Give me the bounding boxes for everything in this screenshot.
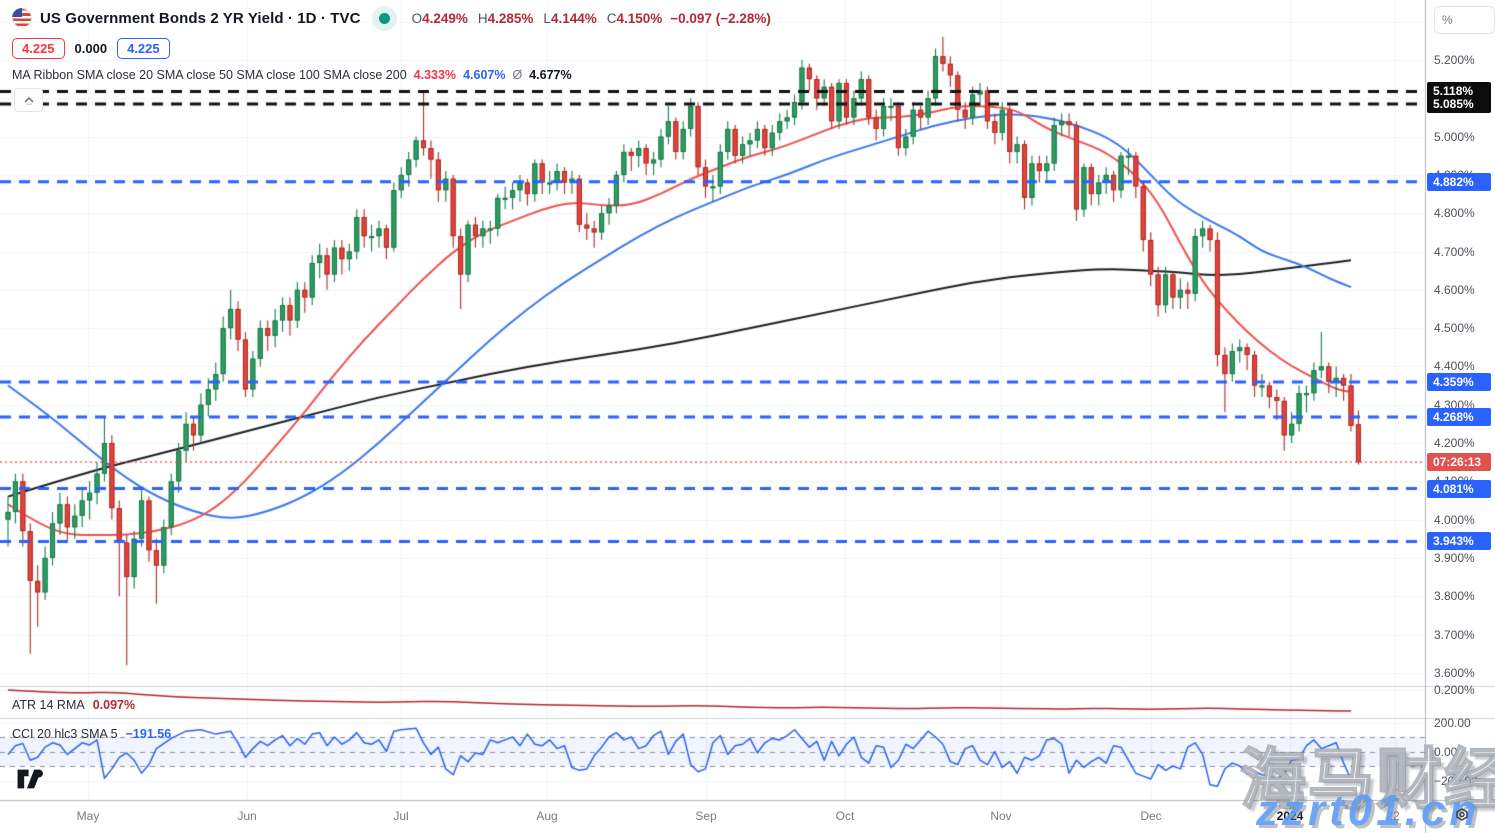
price-axis-label: 0.200% bbox=[1434, 683, 1475, 697]
price-axis-label: 4.500% bbox=[1434, 321, 1475, 336]
price-level-badge[interactable]: 3.943% bbox=[1427, 532, 1491, 551]
price-axis-label: 4.600% bbox=[1434, 282, 1475, 297]
change-value: −0.097 (−2.28%) bbox=[670, 10, 771, 26]
price-axis-label: 4.200% bbox=[1434, 436, 1475, 450]
time-axis-label: Jul bbox=[393, 809, 409, 823]
time-axis-label: Sep bbox=[695, 809, 717, 823]
ma-ribbon-label: MA Ribbon SMA close 20 SMA close 50 SMA … bbox=[12, 68, 407, 82]
price-level-badge[interactable]: 4.359% bbox=[1427, 373, 1491, 392]
price-level-badge[interactable]: 4.268% bbox=[1427, 408, 1491, 426]
price-axis-label: 3.900% bbox=[1434, 550, 1475, 565]
atr-label: ATR 14 RMA bbox=[12, 698, 85, 712]
cci-legend[interactable]: CCI 20 hlc3 SMA 5 −191.56 bbox=[12, 727, 171, 741]
chevron-up-icon bbox=[23, 96, 34, 105]
tradingview-logo[interactable] bbox=[17, 769, 49, 794]
price-tag-red[interactable]: 4.225 bbox=[12, 38, 65, 59]
price-axis-label: −200.00 bbox=[1434, 773, 1478, 788]
time-axis-label: Dec bbox=[1140, 809, 1162, 823]
price-axis-label: 3.800% bbox=[1434, 589, 1475, 604]
price-axis-label: 3.700% bbox=[1434, 627, 1475, 642]
collapse-legend-button[interactable] bbox=[14, 88, 43, 112]
price-tag-row: 4.225 0.000 4.225 bbox=[12, 38, 170, 59]
price-axis-label: 0.00 bbox=[1434, 744, 1458, 759]
ohlc-values: O4.249% H4.285% L4.144% C4.150% bbox=[412, 11, 663, 26]
price-axis-label: 3.600% bbox=[1434, 665, 1475, 680]
axis-settings-button[interactable] bbox=[1452, 806, 1476, 826]
symbol-title[interactable]: US Government Bonds 2 YR Yield · 1D · TV… bbox=[40, 9, 361, 27]
ohlc-item: H4.285% bbox=[477, 10, 534, 26]
time-axis-label: Jun bbox=[237, 809, 257, 823]
sma100-value: Ø bbox=[512, 68, 523, 82]
gear-icon bbox=[1456, 808, 1468, 821]
price-axis-label: 4.700% bbox=[1434, 244, 1475, 259]
atr-value: 0.097% bbox=[92, 698, 136, 712]
time-axis-label: 2024 bbox=[1276, 809, 1304, 823]
sma50-value: 4.607% bbox=[463, 68, 506, 82]
ohlc-item: O4.249% bbox=[411, 10, 468, 26]
ohlc-item: L4.144% bbox=[543, 10, 597, 26]
price-axis-label: 5.200% bbox=[1434, 53, 1475, 67]
market-status-icon[interactable] bbox=[378, 12, 390, 24]
ma-ribbon-legend[interactable]: MA Ribbon SMA close 20 SMA close 50 SMA … bbox=[12, 68, 572, 82]
price-level-badge[interactable]: 4.882% bbox=[1427, 172, 1491, 191]
bar-countdown-badge: 07:26:13 bbox=[1427, 453, 1491, 472]
price-axis-label: 200.00 bbox=[1434, 715, 1471, 730]
time-axis[interactable]: May Jun Jul Aug Sep Oct Nov Dec 2024 22 bbox=[0, 800, 1495, 833]
time-axis-label: Aug bbox=[536, 809, 558, 823]
price-axis-label: 4.000% bbox=[1434, 512, 1475, 527]
us-flag-icon bbox=[12, 8, 32, 28]
time-axis-label: Oct bbox=[835, 809, 855, 823]
price-unit-button[interactable]: % bbox=[1434, 6, 1495, 34]
cci-value: −191.56 bbox=[125, 727, 172, 741]
price-level-badge[interactable]: 5.085% bbox=[1427, 95, 1491, 114]
watermark-url: zzrt01.cn bbox=[1256, 786, 1481, 833]
cci-label: CCI 20 hlc3 SMA 5 bbox=[12, 727, 118, 741]
time-axis-label: May bbox=[76, 809, 100, 823]
price-axis-label: 5.000% bbox=[1434, 129, 1475, 144]
ohlc-item: C4.150% bbox=[606, 10, 663, 26]
watermark-cn: 海马财经 bbox=[1239, 741, 1495, 817]
time-axis-label: Nov bbox=[990, 809, 1012, 823]
symbol-header: US Government Bonds 2 YR Yield · 1D · TV… bbox=[12, 8, 771, 28]
price-tag-blue[interactable]: 4.225 bbox=[117, 38, 170, 59]
price-axis-label: 4.800% bbox=[1434, 206, 1475, 221]
price-axis-label: 4.400% bbox=[1434, 359, 1475, 374]
tradingview-logo-icon bbox=[17, 769, 43, 789]
atr-legend[interactable]: ATR 14 RMA 0.097% bbox=[12, 698, 135, 712]
time-axis-label: 22 bbox=[1386, 809, 1400, 823]
price-tag-zero: 0.000 bbox=[74, 41, 108, 56]
sma20-value: 4.333% bbox=[413, 68, 457, 82]
sma200-value: 4.677% bbox=[529, 68, 572, 82]
price-axis[interactable]: % 5.200%5.000%4.900%4.800%4.700%4.600%4.… bbox=[1425, 0, 1495, 800]
price-level-badge[interactable]: 4.081% bbox=[1427, 479, 1491, 498]
